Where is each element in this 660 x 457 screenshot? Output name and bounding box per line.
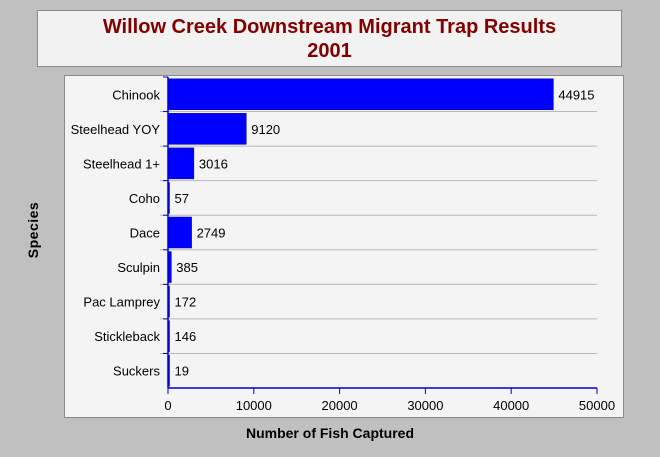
chart-subtitle: 2001 xyxy=(307,40,352,62)
chart-title: Willow Creek Downstream Migrant Trap Res… xyxy=(102,16,557,38)
x-tick-label: 30000 xyxy=(407,398,443,413)
category-label: Chinook xyxy=(112,87,160,102)
category-label: Dace xyxy=(130,226,160,241)
plot-area xyxy=(64,75,624,418)
data-label: 3016 xyxy=(199,156,228,171)
x-tick-label: 20000 xyxy=(322,398,358,413)
category-label: Steelhead YOY xyxy=(71,122,161,137)
category-label: Coho xyxy=(129,191,160,206)
chart-title-box: Willow Creek Downstream Migrant Trap Res… xyxy=(37,10,622,67)
x-axis-label: Number of Fish Captured xyxy=(245,425,414,441)
data-label: 2749 xyxy=(197,226,226,241)
data-label: 9120 xyxy=(251,122,280,137)
bar xyxy=(167,78,554,111)
bar xyxy=(167,147,195,180)
data-label: 44915 xyxy=(558,87,594,102)
x-tick-label: 50000 xyxy=(579,398,615,413)
bar xyxy=(167,113,247,145)
x-tick-label: 40000 xyxy=(493,398,529,413)
category-label: Suckers xyxy=(113,364,160,379)
x-tick-label: 10000 xyxy=(236,398,272,413)
data-label: 385 xyxy=(176,260,198,275)
category-label: Stickleback xyxy=(94,329,160,344)
data-label: 57 xyxy=(175,191,189,206)
x-tick-label: 0 xyxy=(164,398,171,413)
data-label: 146 xyxy=(175,329,197,344)
data-label: 172 xyxy=(175,295,197,310)
category-label: Steelhead 1+ xyxy=(83,156,160,171)
bar xyxy=(167,216,192,249)
category-label: Pac Lamprey xyxy=(83,295,160,310)
category-label: Sculpin xyxy=(117,260,160,275)
data-label: 19 xyxy=(175,364,189,379)
